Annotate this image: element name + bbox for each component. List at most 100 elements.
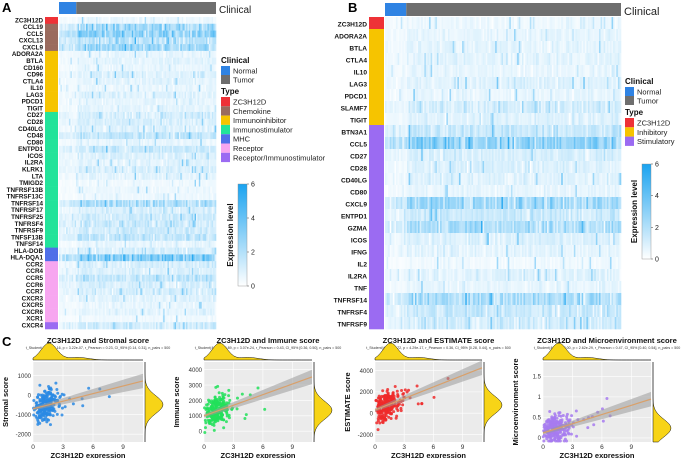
heatmap-cell bbox=[196, 139, 198, 147]
heatmap-cell bbox=[210, 240, 213, 248]
heatmap-cell bbox=[137, 308, 140, 316]
heatmap-cell bbox=[170, 179, 173, 187]
heatmap-cell bbox=[136, 118, 138, 126]
heatmap-cell bbox=[61, 254, 64, 262]
heatmap-cell bbox=[97, 301, 100, 309]
heatmap-cell bbox=[77, 186, 80, 194]
heatmap-cell bbox=[120, 288, 123, 296]
heatmap-cell bbox=[207, 139, 210, 147]
heatmap-cell bbox=[94, 308, 97, 316]
heatmap-cell bbox=[94, 159, 97, 167]
heatmap-cell bbox=[181, 240, 184, 248]
heatmap-cell bbox=[84, 206, 87, 214]
heatmap-cell bbox=[77, 267, 80, 276]
heatmap-cell bbox=[108, 240, 111, 248]
heatmap-cell bbox=[121, 301, 124, 309]
heatmap-cell bbox=[140, 84, 143, 92]
heatmap-cell bbox=[198, 105, 201, 113]
heatmap-cell bbox=[154, 50, 157, 58]
heatmap-cell bbox=[177, 206, 180, 214]
heatmap-cell bbox=[126, 17, 128, 25]
heatmap-cell bbox=[108, 234, 111, 242]
heatmap-cell bbox=[108, 78, 111, 86]
heatmap-cell bbox=[177, 179, 180, 187]
heatmap-cell bbox=[191, 186, 194, 194]
heatmap-cell bbox=[151, 111, 154, 120]
heatmap-cell bbox=[186, 37, 188, 45]
heatmap-cell bbox=[59, 254, 61, 262]
heatmap-cell bbox=[114, 91, 117, 99]
heatmap-cell bbox=[117, 111, 120, 120]
heatmap-cell bbox=[161, 173, 164, 181]
heatmap-cell bbox=[116, 30, 118, 38]
heatmap-cell bbox=[148, 64, 151, 72]
heatmap-cell bbox=[154, 91, 157, 99]
heatmap-cell bbox=[67, 281, 70, 289]
heatmap-cell bbox=[208, 179, 211, 187]
heatmap-cell bbox=[198, 227, 201, 235]
heatmap-cell bbox=[151, 308, 154, 316]
heatmap-cell bbox=[64, 145, 67, 153]
heatmap-cell bbox=[100, 71, 103, 79]
heatmap-cell bbox=[203, 247, 205, 255]
heatmap-cell bbox=[100, 308, 103, 316]
heatmap-cell bbox=[71, 220, 74, 228]
heatmap-cell bbox=[201, 179, 204, 187]
heatmap-cell bbox=[67, 145, 70, 153]
heatmap-cell bbox=[191, 145, 194, 153]
heatmap-cell bbox=[78, 193, 81, 201]
heatmap-cell bbox=[133, 213, 135, 221]
heatmap-cell bbox=[207, 295, 210, 303]
heatmap-cell bbox=[186, 261, 188, 269]
heatmap-cell bbox=[116, 91, 118, 99]
heatmap-cell bbox=[71, 105, 74, 113]
heatmap-cell bbox=[171, 288, 174, 296]
heatmap-cell bbox=[198, 139, 201, 147]
heatmap-cell bbox=[83, 166, 85, 174]
heatmap-cell bbox=[140, 173, 143, 181]
heatmap-cell bbox=[193, 193, 195, 201]
heatmap-cell bbox=[184, 139, 187, 147]
heatmap-cell bbox=[214, 145, 217, 153]
heatmap-cell bbox=[60, 23, 63, 31]
heatmap-cell bbox=[180, 186, 183, 194]
heatmap-cell bbox=[104, 98, 107, 106]
heatmap-cell bbox=[213, 37, 215, 45]
heatmap-cell bbox=[67, 295, 70, 303]
heatmap-cell bbox=[80, 193, 83, 201]
heatmap-cell bbox=[91, 227, 94, 235]
heatmap-cell bbox=[191, 37, 194, 45]
heatmap-cell bbox=[171, 132, 174, 140]
heatmap-cell bbox=[184, 301, 187, 309]
heatmap-cell bbox=[176, 159, 178, 167]
heatmap-cell bbox=[126, 152, 128, 160]
heatmap-cell bbox=[208, 200, 211, 208]
heatmap-cell bbox=[176, 105, 178, 113]
heatmap-cell bbox=[207, 281, 210, 289]
heatmap-cell bbox=[191, 254, 194, 262]
heatmap-cell bbox=[124, 254, 127, 262]
heatmap-cell bbox=[164, 139, 167, 147]
heatmap-cell bbox=[184, 23, 187, 31]
heatmap-cell bbox=[71, 267, 74, 276]
heatmap-cell bbox=[128, 206, 131, 214]
heatmap-cell bbox=[187, 247, 190, 255]
heatmap-cell bbox=[178, 281, 181, 289]
heatmap-cell bbox=[150, 213, 153, 221]
heatmap-cell bbox=[134, 186, 137, 194]
heatmap-cell bbox=[97, 166, 100, 174]
heatmap-cell bbox=[200, 139, 203, 147]
heatmap-cell bbox=[140, 30, 143, 38]
heatmap-cell bbox=[123, 240, 125, 248]
heatmap-cell bbox=[124, 166, 127, 174]
heatmap-cell bbox=[160, 159, 163, 167]
heatmap-cell bbox=[73, 295, 75, 303]
heatmap-cell bbox=[123, 118, 125, 126]
heatmap-cell bbox=[147, 274, 150, 282]
heatmap-cell bbox=[140, 166, 143, 174]
heatmap-cell bbox=[206, 64, 208, 72]
heatmap-cell bbox=[81, 315, 84, 323]
heatmap-cell bbox=[134, 206, 137, 214]
heatmap-cell bbox=[74, 23, 77, 31]
heatmap-cell bbox=[136, 200, 138, 208]
